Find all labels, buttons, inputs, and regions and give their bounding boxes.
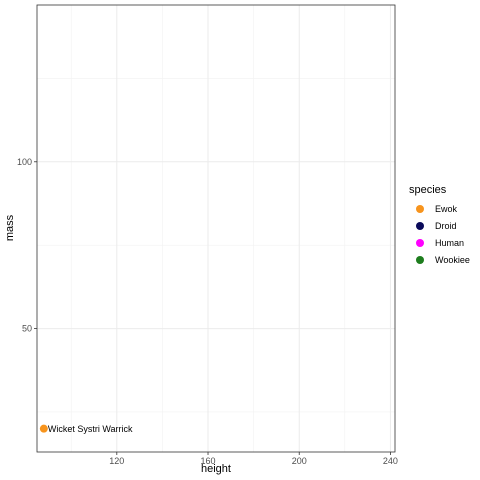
legend-title: species <box>409 184 447 196</box>
x-axis: 120 160 200 240 <box>109 452 398 466</box>
x-axis-title: height <box>201 463 231 475</box>
x-tick-label: 160 <box>201 456 216 466</box>
legend-key-wookiee <box>416 256 424 264</box>
legend-label-ewok: Ewok <box>435 204 458 214</box>
plot-background <box>37 5 395 452</box>
x-tick-label: 120 <box>109 456 124 466</box>
major-gridlines <box>37 5 395 452</box>
legend-key-ewok <box>416 205 424 213</box>
legend-key-droid <box>416 222 424 230</box>
y-axis-title: mass <box>4 214 16 241</box>
legend-label-human: Human <box>435 238 464 248</box>
minor-gridlines <box>37 5 395 452</box>
legend-label-wookiee: Wookiee <box>435 255 470 265</box>
data-point-label: Wicket Systri Warrick <box>48 424 133 434</box>
legend-label-droid: Droid <box>435 221 457 231</box>
data-point <box>39 424 48 433</box>
x-tick-label: 200 <box>292 456 307 466</box>
legend: species Ewok Droid Human Wookiee <box>409 184 470 265</box>
legend-key-human <box>416 239 424 247</box>
y-tick-label: 100 <box>17 157 32 167</box>
y-tick-label: 50 <box>22 324 32 334</box>
y-axis: 50 100 <box>17 157 37 334</box>
data-points: Wicket Systri Warrick <box>39 424 133 434</box>
plot-panel-border <box>36 4 396 453</box>
x-tick-label: 240 <box>383 456 398 466</box>
